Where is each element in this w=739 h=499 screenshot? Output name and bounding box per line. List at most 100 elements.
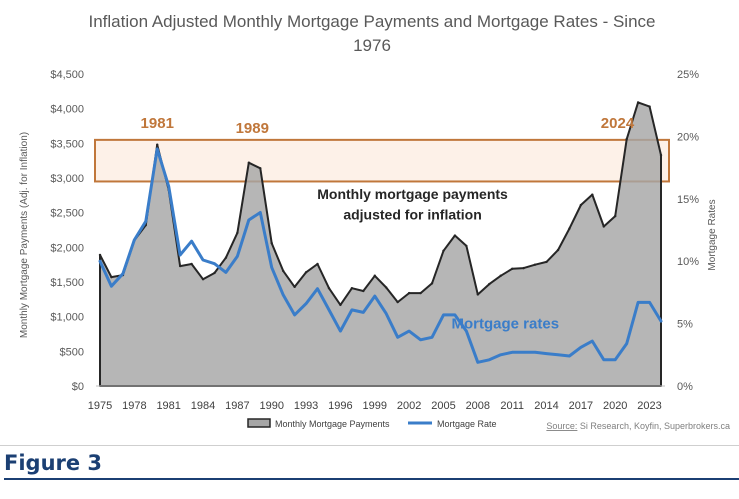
mortgage-rate-point: [156, 147, 159, 150]
y2-tick-label: 5%: [677, 319, 693, 331]
y-tick-label: $500: [60, 346, 84, 358]
payments-point: [373, 274, 376, 277]
mortgage-rate-point: [99, 260, 101, 263]
mortgage-rate-point: [499, 353, 502, 356]
x-tick-label: 2005: [431, 400, 455, 412]
mortgage-rate-point: [144, 220, 147, 223]
source-prefix: Source:: [546, 421, 577, 431]
mortgage-rate-point: [202, 258, 205, 261]
mortgage-rate-point: [133, 238, 136, 241]
mortgage-rate-line: [98, 147, 663, 364]
payments-point: [419, 291, 422, 295]
payments-point: [259, 167, 262, 170]
mortgage-rate-point: [488, 358, 491, 361]
x-tick-label: 1975: [88, 400, 112, 412]
mortgage-rate-point: [511, 351, 514, 354]
mortgage-rate-point: [396, 336, 399, 339]
mortgage-rate-point: [648, 301, 651, 304]
mortgage-rate-point: [167, 185, 170, 188]
payments-point: [499, 274, 502, 277]
y-tick-label: $3,500: [50, 138, 84, 150]
x-tick-label: 1990: [259, 400, 283, 412]
payments-point: [465, 244, 468, 248]
y2-axis-label: Mortgage Rates: [707, 199, 718, 270]
payments-point: [396, 300, 399, 304]
mortgage-rate-point: [373, 295, 376, 298]
source-text: Si Research, Koyfin, Superbrokers.ca: [580, 421, 730, 431]
payments-point: [602, 225, 605, 228]
mortgage-rate-point: [316, 287, 319, 290]
payments-point: [281, 269, 285, 273]
mortgage-rate-point: [602, 358, 605, 361]
payments-point: [156, 143, 159, 146]
mortgage-rate-point: [419, 338, 422, 341]
payments-point: [430, 282, 434, 285]
legend-swatch-payments: [247, 418, 271, 428]
chart-panel: Inflation Adjusted Monthly Mortgage Paym…: [0, 12, 739, 446]
mortgage-rate-point: [385, 312, 388, 315]
y-tick-label: $4,000: [50, 104, 84, 116]
rates-annotation: Mortgage rates: [452, 315, 560, 332]
y2-tick-label: 25%: [677, 69, 699, 81]
y-tick-label: $4,500: [50, 69, 84, 81]
payments-point: [178, 264, 182, 268]
mortgage-rate-point: [339, 330, 342, 333]
mortgage-rate-point: [362, 311, 365, 314]
payments-point: [201, 278, 205, 281]
mortgage-rate-point: [660, 320, 662, 323]
x-tick-label: 2014: [534, 400, 558, 412]
mortgage-rate-point: [213, 262, 216, 265]
payments-point: [625, 137, 628, 141]
y-tick-label: $1,500: [50, 277, 84, 289]
y2-tick-label: 0%: [677, 381, 693, 393]
mortgage-rate-point: [327, 308, 330, 311]
mortgage-rate-point: [293, 313, 296, 316]
mortgage-rate-point: [305, 302, 308, 305]
x-tick-label: 1984: [191, 400, 215, 412]
x-tick-label: 1981: [156, 400, 180, 412]
payments-point: [350, 287, 354, 290]
payments-point: [327, 287, 331, 290]
payments-point: [659, 153, 663, 157]
payments-point: [453, 234, 457, 237]
mortgage-rate-point: [568, 355, 571, 358]
x-tick-label: 2008: [466, 400, 490, 412]
payments-point: [339, 303, 342, 307]
mortgage-rate-point: [259, 211, 262, 214]
mortgage-rate-point: [625, 342, 628, 345]
mortgage-rate-point: [270, 266, 273, 269]
x-tick-label: 2017: [569, 400, 593, 412]
year-annotation: 2024: [601, 115, 635, 132]
payments-point: [442, 249, 445, 252]
chart-title: Inflation Adjusted Monthly Mortgage Paym…: [89, 12, 656, 55]
payments-point: [579, 203, 583, 207]
payments-point: [510, 267, 514, 271]
mortgage-rate-point: [591, 340, 594, 343]
y-tick-label: $3,000: [50, 173, 84, 185]
x-tick-label: 2011: [500, 400, 524, 412]
mortgage-rate-point: [442, 313, 445, 316]
x-tick-label: 1987: [225, 400, 249, 412]
payments-point: [98, 253, 102, 257]
payments-point: [247, 161, 251, 164]
legend-label-rate: Mortgage Rate: [437, 419, 497, 429]
mortgage-rate-point: [110, 285, 113, 288]
mortgage-rate-point: [121, 272, 124, 275]
payments-point: [213, 271, 216, 275]
y2-tick-label: 20%: [677, 131, 699, 143]
payments-point: [362, 289, 365, 293]
payments-point: [533, 263, 537, 266]
y-tick-label: $2,500: [50, 208, 84, 220]
mortgage-rate-point: [224, 271, 227, 274]
payments-point: [236, 231, 239, 234]
mortgage-rate-point: [579, 346, 582, 349]
payments-point: [476, 293, 480, 296]
chart-title-line-1: Inflation Adjusted Monthly Mortgage Paym…: [89, 12, 656, 31]
legend-label-payments: Monthly Mortgage Payments: [275, 419, 390, 429]
y-tick-label: $0: [72, 381, 84, 393]
chart-title-line-2: 1976: [353, 36, 391, 55]
payments-point: [522, 266, 525, 270]
x-tick-label: 1978: [122, 400, 146, 412]
mortgage-rate-point: [453, 313, 456, 316]
mortgage-rate-point: [350, 308, 353, 311]
